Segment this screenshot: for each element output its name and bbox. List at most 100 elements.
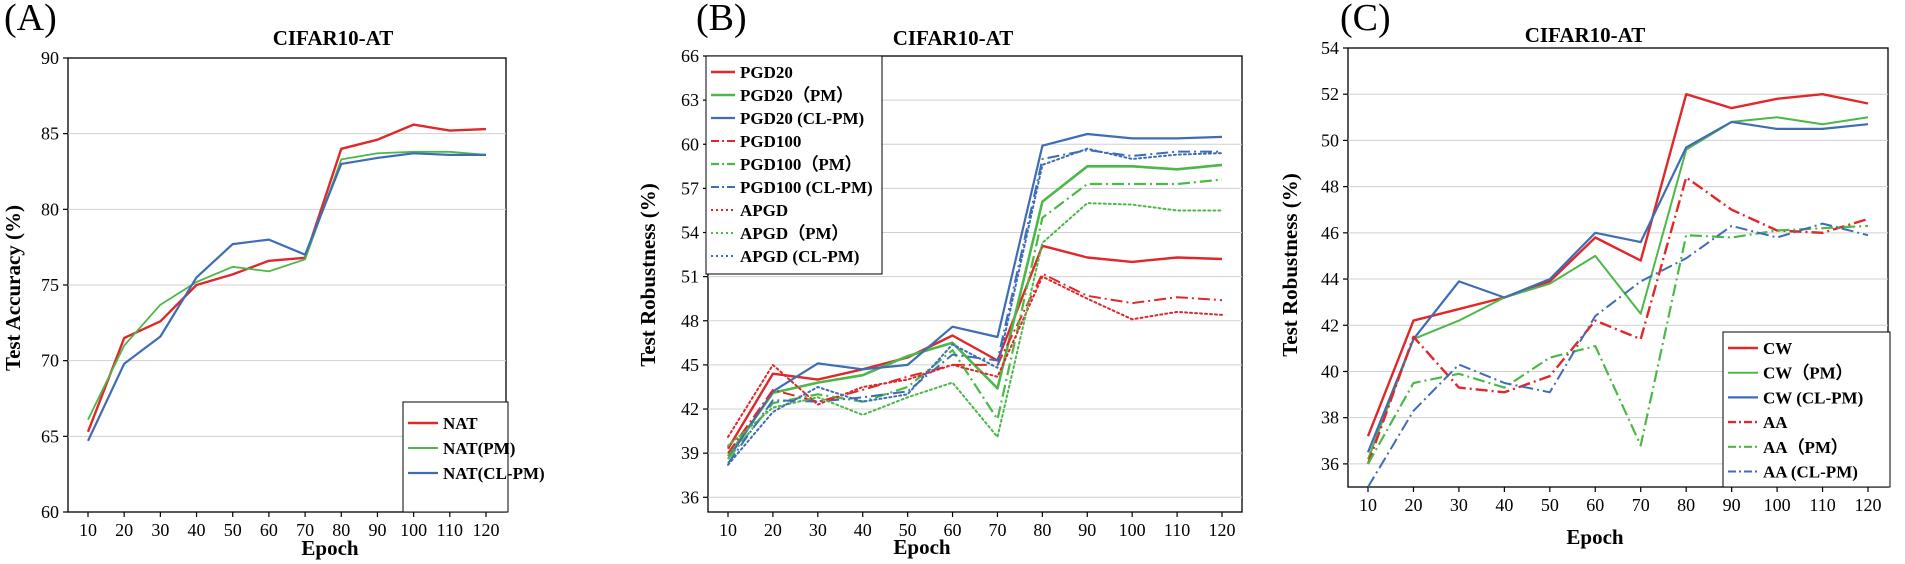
legend: NAT NAT(PM) NAT(CL-PM) — [402, 401, 545, 513]
y-tick-label: 46 — [1321, 223, 1339, 243]
legend-label: NAT(CL-PM) — [443, 464, 545, 483]
legend-label: PGD20 — [740, 63, 793, 82]
series-line-aa-pm — [1367, 224, 1869, 465]
chart-title-a: CIFAR10-AT — [273, 26, 394, 50]
y-tick-label: 52 — [1321, 84, 1339, 104]
x-axis-label-a: Epoch — [301, 536, 359, 560]
x-tick-label: 30 — [1450, 495, 1468, 515]
series-line-cw — [1366, 92, 1869, 437]
legend-label: PGD20 (CL-PM) — [740, 109, 864, 128]
series-line-apgd-pm — [727, 202, 1223, 447]
x-tick-label: 20 — [115, 520, 133, 540]
y-axis-label-b: Test Robustness (%) — [636, 183, 660, 367]
legend-label: APGD（PM） — [740, 223, 849, 243]
series-line-cw-cl-pm — [1366, 120, 1869, 453]
x-tick-label: 110 — [1809, 495, 1835, 515]
x-tick-label: 80 — [1033, 520, 1051, 540]
y-tick-label: 42 — [1321, 315, 1339, 335]
chart-1: 36 39 42 45 48 51 54 57 60 63 66 10 20 30 40 50 60 70 80 90… — [681, 46, 1243, 540]
legend-box — [1722, 331, 1891, 488]
chart-title-c: CIFAR10-AT — [1525, 23, 1646, 47]
legend-label: CW — [1763, 339, 1792, 358]
plots: 60 65 70 75 80 85 90 10 20 30 40 50 60 70 80 90 100 110 12… — [41, 38, 1891, 540]
x-tick-label: 110 — [437, 520, 463, 540]
y-tick-label: 42 — [681, 399, 699, 419]
legend-label: NAT — [443, 414, 478, 433]
chart-2: 36 38 40 42 44 46 48 50 52 54 10 20 30 40 50 60 70 80 90 10… — [1321, 38, 1891, 515]
series-line-aa-cl-pm — [1367, 222, 1869, 488]
x-tick-label: 60 — [944, 520, 962, 540]
x-tick-label: 90 — [1078, 520, 1096, 540]
x-tick-label: 100 — [400, 520, 427, 540]
x-tick-label: 10 — [1359, 495, 1377, 515]
panel-label-b: (B) — [696, 0, 747, 39]
legend-label: AA (CL-PM) — [1763, 463, 1858, 482]
chart-0: 60 65 70 75 80 85 90 10 20 30 40 50 60 70 80 90 100 110 12… — [41, 48, 545, 540]
panel-label-a: (A) — [4, 0, 57, 39]
x-tick-label: 20 — [764, 520, 782, 540]
legend-label: AA — [1763, 413, 1788, 432]
legend-box — [402, 401, 509, 513]
x-tick-label: 20 — [1404, 495, 1422, 515]
series-line-cw-pm — [1367, 116, 1869, 460]
legend-label: PGD100（PM） — [740, 154, 862, 174]
x-tick-label: 70 — [1632, 495, 1650, 515]
y-tick-label: 85 — [41, 124, 59, 144]
x-tick-label: 40 — [854, 520, 872, 540]
series-line-nat-pm — [87, 150, 487, 421]
x-tick-label: 100 — [1764, 495, 1791, 515]
y-tick-label: 90 — [41, 48, 59, 68]
x-tick-label: 50 — [1541, 495, 1559, 515]
y-tick-label: 57 — [681, 178, 699, 198]
y-tick-label: 39 — [681, 443, 699, 463]
y-tick-label: 65 — [41, 426, 59, 446]
x-tick-label: 80 — [1677, 495, 1695, 515]
legend-label: PGD100 (CL-PM) — [740, 178, 873, 197]
x-tick-label: 50 — [899, 520, 917, 540]
y-tick-label: 66 — [681, 46, 699, 66]
series-line-pgd100-cl-pm — [727, 149, 1222, 465]
series-line-pgd20 — [726, 244, 1223, 450]
legend-label: PGD100 — [740, 132, 801, 151]
series-line-pgd20-cl-pm — [727, 132, 1223, 460]
y-tick-label: 50 — [1321, 130, 1339, 150]
legend-label: APGD (CL-PM) — [740, 247, 859, 266]
x-tick-label: 120 — [1209, 520, 1236, 540]
chart-title-b: CIFAR10-AT — [893, 26, 1014, 50]
panel-label-c: (C) — [1340, 0, 1391, 39]
legend-label: AA（PM） — [1763, 437, 1848, 457]
y-tick-label: 60 — [41, 502, 59, 522]
legend-label: PGD20（PM） — [740, 85, 853, 105]
legend: CW CW（PM） CW (CL-PM) AA AA（PM） AA (CL-PM) — [1722, 331, 1891, 488]
series-line-pgd100 — [727, 272, 1223, 454]
y-tick-label: 45 — [681, 355, 699, 375]
y-tick-label: 36 — [1321, 454, 1339, 474]
legend-label: NAT(PM) — [443, 439, 515, 458]
series-line-nat-cl-pm — [87, 152, 486, 442]
y-tick-label: 36 — [681, 487, 699, 507]
x-tick-label: 110 — [1164, 520, 1190, 540]
x-tick-label: 10 — [719, 520, 737, 540]
series-line-nat — [86, 123, 487, 433]
legend-label: CW (CL-PM) — [1763, 388, 1863, 407]
y-tick-label: 54 — [681, 223, 699, 243]
y-tick-label: 51 — [681, 267, 699, 287]
y-tick-label: 38 — [1321, 408, 1339, 428]
y-tick-label: 44 — [1321, 269, 1339, 289]
legend: PGD20 PGD20（PM） PGD20 (CL-PM) PGD100 PGD100（… — [705, 55, 883, 275]
x-tick-label: 90 — [1723, 495, 1741, 515]
y-tick-label: 70 — [41, 351, 59, 371]
x-tick-label: 40 — [1495, 495, 1513, 515]
y-tick-label: 48 — [1321, 177, 1339, 197]
y-tick-label: 40 — [1321, 361, 1339, 381]
x-tick-label: 30 — [151, 520, 169, 540]
y-tick-label: 60 — [681, 134, 699, 154]
x-tick-label: 30 — [809, 520, 827, 540]
x-tick-label: 60 — [260, 520, 278, 540]
plot-frame — [1347, 47, 1889, 488]
series-line-pgd100-pm — [727, 178, 1223, 460]
x-tick-label: 10 — [79, 520, 97, 540]
y-tick-label: 80 — [41, 199, 59, 219]
legend-label: CW（PM） — [1763, 363, 1853, 383]
